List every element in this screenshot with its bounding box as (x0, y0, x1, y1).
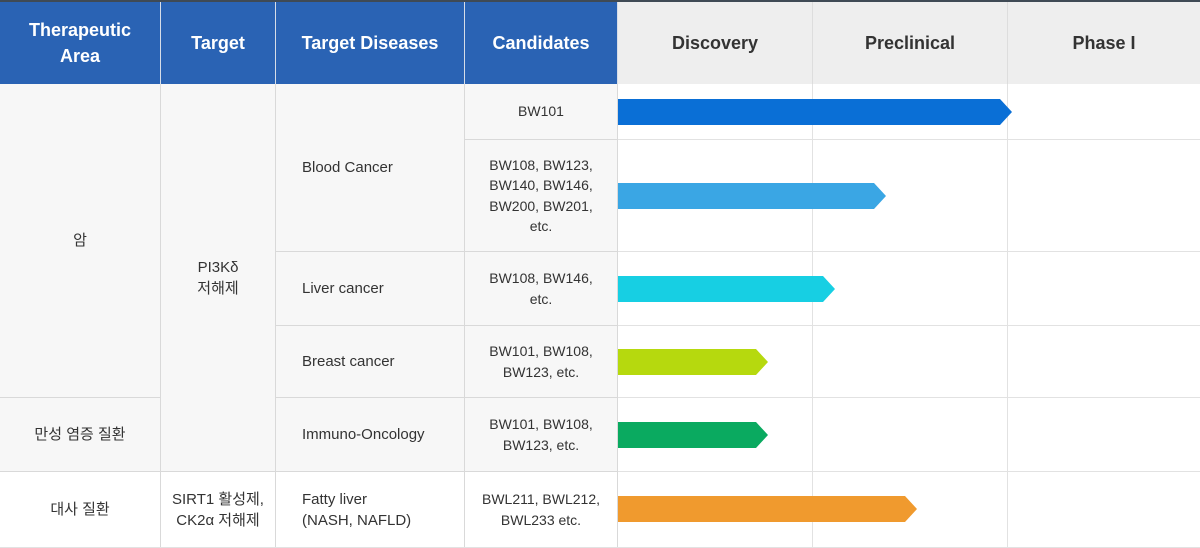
candidate-label: BW101, BW108, BW123, etc. (489, 343, 593, 380)
progress-bar-immuno-oncology (618, 422, 768, 448)
disease-label: Breast cancer (302, 353, 395, 370)
progress-bar-liver-cancer (618, 276, 835, 302)
progress-arrow (618, 349, 768, 375)
candidate-cell: BWL211, BWL212, BWL233 etc. (465, 472, 618, 548)
progress-arrow (618, 99, 1012, 125)
progress-arrow (618, 276, 835, 302)
disease-cell-blood-cancer: Blood Cancer (276, 84, 465, 252)
progress-bar-fatty-liver (618, 496, 917, 522)
header-candidates: Candidates (465, 2, 618, 84)
stage-divider (1007, 84, 1008, 548)
area-cell-inflammation: 만성 염증 질환 (0, 398, 161, 472)
candidate-label: BW108, BW123, BW140, BW146, BW200, BW201… (489, 156, 593, 234)
disease-cell-liver-cancer: Liver cancer (276, 252, 465, 326)
table-top-border (0, 0, 1200, 2)
row-divider (618, 139, 1200, 140)
header-target-label: Target (191, 32, 245, 53)
area-cell-metabolic: 대사 질환 (0, 472, 161, 548)
header-target-diseases-label: Target Diseases (301, 32, 439, 53)
candidate-cell: BW108, BW123, BW140, BW146, BW200, BW201… (465, 140, 618, 252)
disease-label: Blood Cancer (302, 159, 393, 176)
area-label-metabolic: 대사 질환 (50, 501, 110, 518)
progress-bar-bw108-group (618, 183, 886, 209)
area-label-inflammation: 만성 염증 질환 (34, 426, 126, 443)
candidate-label: BW108, BW146, etc. (489, 270, 593, 307)
row-divider (618, 397, 1200, 398)
header-phase-1: Phase I (1008, 2, 1200, 84)
header-phase-1-label: Phase I (1072, 32, 1136, 53)
target-label-sirt1: SIRT1 활성제, CK2α 저해제 (172, 490, 264, 529)
candidate-label: BWL211, BWL212, BWL233 etc. (481, 491, 601, 528)
candidate-cell: BW101, BW108, BW123, etc. (465, 326, 618, 398)
area-label-cancer: 암 (73, 232, 87, 249)
header-discovery-label: Discovery (671, 32, 759, 53)
disease-cell-fatty-liver: Fatty liver (NASH, NAFLD) (276, 472, 465, 548)
header-target-diseases: Target Diseases (276, 2, 465, 84)
row-divider (618, 471, 1200, 472)
row-divider (618, 325, 1200, 326)
candidate-label: BW101, BW108, BW123, etc. (489, 416, 593, 453)
candidate-cell: BW108, BW146, etc. (465, 252, 618, 326)
progress-arrow (618, 496, 917, 522)
candidate-label: BW101 (518, 103, 564, 120)
row-divider (618, 251, 1200, 252)
candidate-cell: BW101, BW108, BW123, etc. (465, 398, 618, 472)
header-therapeutic-area-label: Therapeutic Area (28, 19, 132, 66)
disease-label: Immuno-Oncology (302, 426, 425, 443)
disease-cell-immuno-oncology: Immuno-Oncology (276, 398, 465, 472)
header-target: Target (161, 2, 276, 84)
disease-cell-breast-cancer: Breast cancer (276, 326, 465, 398)
candidate-cell: BW101 (465, 84, 618, 140)
progress-arrow (618, 183, 886, 209)
target-label-pi3k: PI3Kδ 저해제 (197, 258, 239, 297)
header-preclinical-label: Preclinical (864, 32, 956, 53)
progress-bar-breast-cancer (618, 349, 768, 375)
target-cell-pi3k: PI3Kδ 저해제 (161, 84, 276, 472)
header-therapeutic-area: Therapeutic Area (0, 2, 161, 84)
progress-bar-bw101 (618, 99, 1012, 125)
disease-label: Liver cancer (302, 280, 384, 297)
disease-label: Fatty liver (NASH, NAFLD) (302, 490, 412, 529)
header-preclinical: Preclinical (813, 2, 1008, 84)
target-cell-sirt1: SIRT1 활성제, CK2α 저해제 (161, 472, 276, 548)
progress-arrow (618, 422, 768, 448)
area-cell-cancer: 암 (0, 84, 161, 398)
header-candidates-label: Candidates (492, 32, 590, 53)
stage-divider (812, 84, 813, 548)
header-discovery: Discovery (618, 2, 813, 84)
